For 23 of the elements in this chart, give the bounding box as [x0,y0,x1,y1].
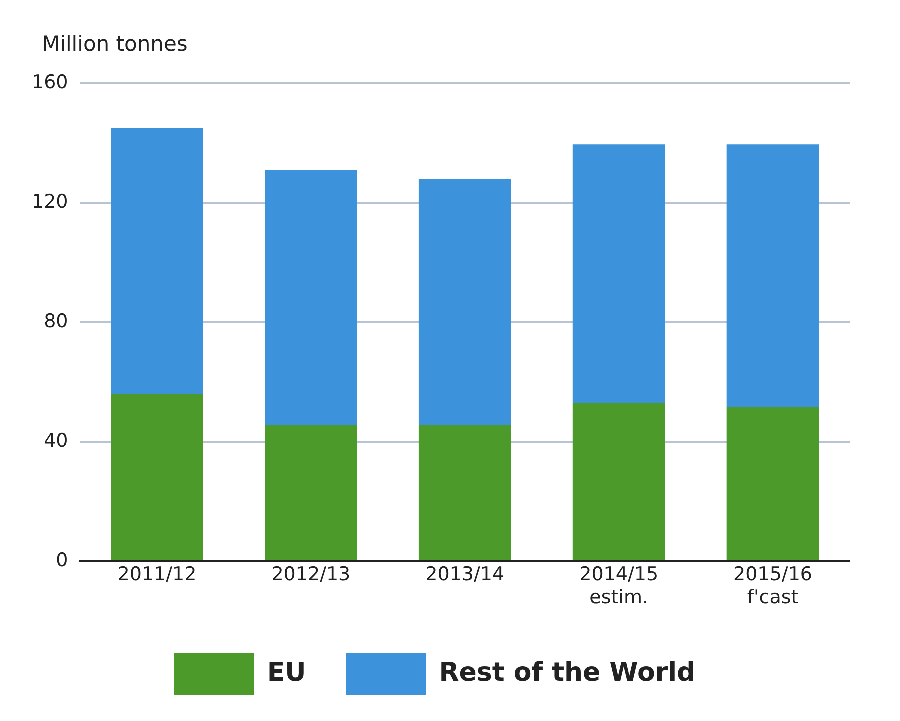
x-tick-label: 2013/14 [426,564,505,586]
bar [111,128,204,394]
bar [111,394,204,560]
bar [726,408,820,560]
x-tick-label: 2012/13 [272,564,351,586]
legend-label: EU [267,658,306,688]
x-tick-label: 2011/12 [118,564,197,586]
bar [572,144,666,404]
y-tick-label: 80 [44,310,68,332]
bar [572,403,666,560]
bar [418,179,512,426]
bar [265,425,358,560]
bar [265,170,358,426]
y-tick-label: 40 [44,430,68,452]
y-tick-label: 0 [56,549,68,572]
legend-label: Rest of the World [439,658,696,688]
y-axis-title: Million tonnes [42,32,188,56]
bar [726,144,820,408]
bar [418,425,512,560]
y-tick-label: 120 [32,190,68,213]
y-tick-label: 160 [32,71,68,94]
x-tick-label: 2015/16 f'cast [734,564,812,609]
x-tick-label: 2014/15 estim. [580,564,659,609]
